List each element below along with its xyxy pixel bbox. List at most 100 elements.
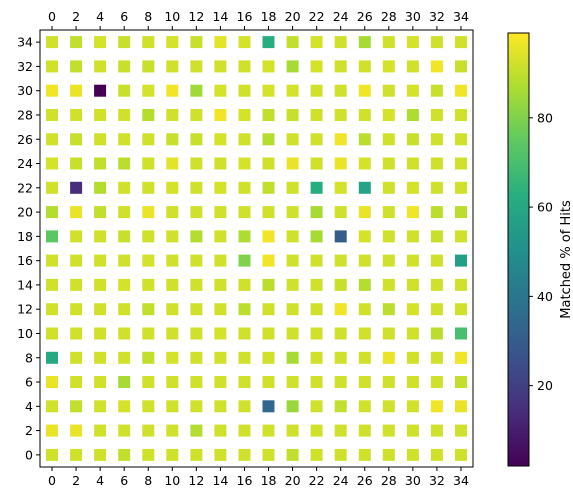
heatmap-cell xyxy=(382,278,395,291)
heatmap-cell xyxy=(190,60,203,73)
heatmap-cell xyxy=(214,278,227,291)
heatmap-cell xyxy=(166,60,179,73)
y-tick-label: 14 xyxy=(17,277,33,292)
heatmap-cell xyxy=(358,181,371,194)
plot-frame xyxy=(39,29,474,468)
heatmap-cell xyxy=(142,84,155,97)
heatmap-cell xyxy=(262,206,275,219)
heatmap-cell xyxy=(70,60,83,73)
y-tick-label: 4 xyxy=(25,399,33,414)
heatmap-cell xyxy=(70,424,83,437)
heatmap-cells xyxy=(46,36,467,461)
heatmap-cell xyxy=(94,376,107,388)
x-tick-label-bottom: 34 xyxy=(453,473,469,488)
heatmap-cell xyxy=(286,230,299,243)
heatmap-cell xyxy=(430,278,443,291)
y-tick-label: 24 xyxy=(17,156,33,171)
heatmap-cell xyxy=(214,254,227,267)
x-tick-label-bottom: 30 xyxy=(405,473,421,488)
heatmap-cell xyxy=(262,230,275,243)
heatmap-cell xyxy=(358,84,371,97)
heatmap-cell xyxy=(358,109,371,121)
heatmap-cell xyxy=(118,84,131,97)
heatmap-cell xyxy=(406,230,419,243)
heatmap-cell xyxy=(310,376,323,388)
heatmap-cell xyxy=(142,181,155,194)
heatmap-cell xyxy=(166,376,179,388)
heatmap-cell xyxy=(94,254,107,267)
heatmap-cell xyxy=(190,84,203,97)
heatmap-cell xyxy=(142,448,155,461)
heatmap-cell xyxy=(70,376,83,388)
heatmap-cell xyxy=(118,254,131,267)
colorbar-ticks: 20 40 60 80 xyxy=(529,110,553,393)
heatmap-cell xyxy=(455,230,467,243)
heatmap-cell xyxy=(334,351,347,364)
heatmap-cell xyxy=(166,206,179,219)
heatmap-cell xyxy=(382,351,395,364)
x-tick-label-bottom: 24 xyxy=(333,473,349,488)
x-tick-label-bottom: 12 xyxy=(188,473,204,488)
heatmap-cell xyxy=(238,133,251,146)
heatmap-cell xyxy=(94,400,107,413)
heatmap-cell xyxy=(334,181,347,194)
x-tick-label-top: 8 xyxy=(144,9,152,24)
heatmap-cell xyxy=(358,448,371,461)
heatmap-cell xyxy=(358,36,371,49)
heatmap-cell xyxy=(406,157,419,170)
y-tick-label: 0 xyxy=(25,447,33,462)
heatmap-cell xyxy=(455,133,467,146)
heatmap-cell xyxy=(310,424,323,437)
heatmap-cell xyxy=(358,230,371,243)
heatmap-cell xyxy=(455,84,467,97)
heatmap-cell xyxy=(238,36,251,49)
heatmap-cell xyxy=(382,230,395,243)
heatmap-cell xyxy=(214,327,227,340)
heatmap-cell xyxy=(46,109,58,121)
heatmap-cell xyxy=(190,278,203,291)
heatmap-cell xyxy=(46,230,58,243)
heatmap-cell xyxy=(286,254,299,267)
x-tick-label-top: 24 xyxy=(333,9,349,24)
heatmap-cell xyxy=(94,448,107,461)
heatmap-cell xyxy=(142,109,155,121)
heatmap-cell xyxy=(310,157,323,170)
heatmap-cell xyxy=(382,157,395,170)
x-tick-label-bottom: 2 xyxy=(72,473,80,488)
x-tick-label-top: 32 xyxy=(429,9,445,24)
x-tick-label-top: 14 xyxy=(212,9,228,24)
heatmap-cell xyxy=(190,303,203,316)
heatmap-cell xyxy=(310,448,323,461)
heatmap-cell xyxy=(310,109,323,121)
heatmap-cell xyxy=(262,400,275,413)
heatmap-cell xyxy=(214,400,227,413)
heatmap-cell xyxy=(238,254,251,267)
heatmap-cell xyxy=(334,157,347,170)
heatmap-cell xyxy=(455,351,467,364)
heatmap-cell xyxy=(166,181,179,194)
heatmap-cell xyxy=(94,327,107,340)
heatmap-cell xyxy=(406,84,419,97)
heatmap-cell xyxy=(286,206,299,219)
heatmap-cell xyxy=(70,254,83,267)
heatmap-cell xyxy=(286,400,299,413)
heatmap-cell xyxy=(406,327,419,340)
x-axis-bottom: 0 2 4 6 8 10 12 14 16 18 20 22 24 26 28 30 32 34 xyxy=(48,467,469,488)
heatmap-cell xyxy=(190,376,203,388)
heatmap-cell xyxy=(382,109,395,121)
heatmap-cell xyxy=(310,181,323,194)
y-tick-label: 32 xyxy=(17,59,33,74)
x-tick-label-bottom: 32 xyxy=(429,473,445,488)
heatmap-cell xyxy=(310,206,323,219)
heatmap-cell xyxy=(382,206,395,219)
heatmap-cell xyxy=(190,109,203,121)
heatmap-cell xyxy=(94,157,107,170)
heatmap-cell xyxy=(430,254,443,267)
heatmap-cell xyxy=(118,448,131,461)
heatmap-cell xyxy=(430,133,443,146)
heatmap-cell xyxy=(382,448,395,461)
heatmap-cell xyxy=(334,206,347,219)
heatmap-cell xyxy=(166,84,179,97)
heatmap-cell xyxy=(286,376,299,388)
heatmap-cell xyxy=(70,351,83,364)
